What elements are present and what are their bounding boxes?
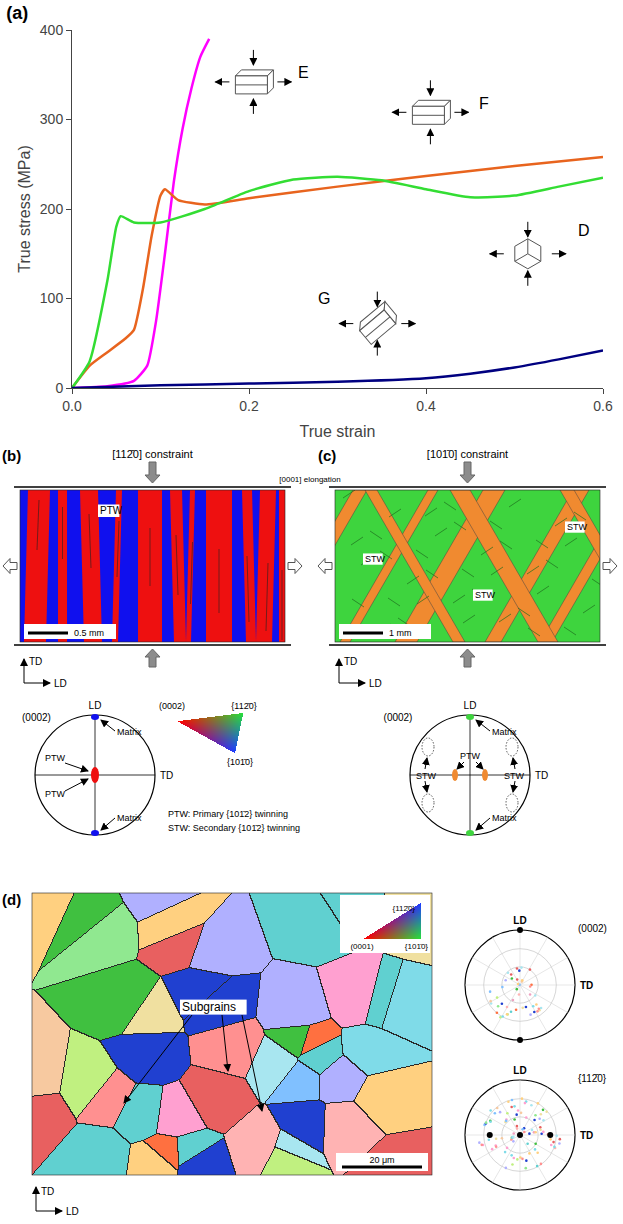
svg-text:{101̄0}: {101̄0}	[405, 942, 428, 951]
svg-text:PTW: PTW	[45, 789, 66, 799]
svg-text:TD: TD	[160, 770, 173, 781]
svg-text:20 μm: 20 μm	[369, 1155, 394, 1165]
svg-text:{112̄0}: {112̄0}	[578, 1073, 607, 1084]
svg-text:(c): (c)	[318, 447, 336, 464]
svg-text:TD: TD	[29, 656, 42, 667]
svg-text:STW: STW	[567, 522, 588, 532]
svg-text:100: 100	[40, 290, 64, 306]
svg-text:LD: LD	[513, 1065, 526, 1076]
svg-text:LD: LD	[54, 678, 67, 689]
svg-text:LD: LD	[369, 678, 382, 689]
svg-text:STW: STW	[416, 771, 437, 781]
svg-text:PTW: Primary {101̄2} twinning: PTW: Primary {101̄2} twinning	[168, 809, 288, 819]
svg-text:STW: STW	[504, 771, 525, 781]
svg-text:0.0: 0.0	[62, 398, 82, 414]
svg-text:LD: LD	[464, 700, 477, 711]
svg-text:STW: STW	[365, 554, 386, 564]
svg-text:{112̄0}: {112̄0}	[392, 904, 415, 913]
svg-text:True stress (MPa): True stress (MPa)	[16, 145, 33, 272]
svg-text:E: E	[298, 64, 309, 81]
svg-text:TD: TD	[344, 656, 357, 667]
svg-text:PTW: PTW	[45, 753, 66, 763]
svg-text:{112̄0}: {112̄0}	[231, 701, 256, 711]
svg-text:{101̄0}: {101̄0}	[227, 757, 253, 767]
svg-text:TD: TD	[41, 1186, 54, 1197]
svg-text:PTW: PTW	[100, 505, 123, 516]
svg-text:Matrix: Matrix	[492, 813, 517, 823]
svg-text:F: F	[479, 95, 489, 112]
svg-text:(0002): (0002)	[384, 712, 413, 723]
svg-text:400: 400	[40, 22, 64, 38]
svg-text:0.4: 0.4	[416, 398, 436, 414]
svg-text:0.5 mm: 0.5 mm	[74, 628, 104, 638]
svg-text:G: G	[318, 290, 330, 307]
svg-text:(a): (a)	[6, 3, 28, 23]
svg-text:True strain: True strain	[300, 423, 376, 440]
svg-text:[112̄0] constraint: [112̄0] constraint	[112, 448, 193, 460]
svg-text:(0002): (0002)	[159, 701, 185, 711]
svg-text:Matrix: Matrix	[117, 727, 142, 737]
svg-text:0.6: 0.6	[593, 398, 613, 414]
svg-text:PTW: PTW	[460, 751, 481, 761]
svg-text:200: 200	[40, 201, 64, 217]
svg-text:(0002): (0002)	[578, 923, 607, 934]
svg-text:Matrix: Matrix	[117, 813, 142, 823]
svg-text:LD: LD	[66, 1206, 79, 1217]
svg-text:TD: TD	[580, 1130, 593, 1141]
svg-text:0.2: 0.2	[239, 398, 259, 414]
svg-text:(d): (d)	[2, 891, 21, 908]
svg-text:STW: Secondary {101̄2} twinnin: STW: Secondary {101̄2} twinning	[168, 823, 300, 833]
svg-text:[101̄0] constraint: [101̄0] constraint	[427, 448, 508, 460]
svg-text:[0001] elongation: [0001] elongation	[279, 475, 340, 484]
svg-text:0: 0	[55, 380, 63, 396]
svg-text:(0001): (0001)	[350, 942, 373, 951]
svg-text:STW: STW	[475, 590, 496, 600]
svg-text:1 mm: 1 mm	[389, 628, 412, 638]
svg-text:D: D	[578, 222, 590, 239]
svg-text:Matrix: Matrix	[492, 727, 517, 737]
svg-text:TD: TD	[580, 980, 593, 991]
svg-text:LD: LD	[89, 700, 102, 711]
svg-text:300: 300	[40, 111, 64, 127]
svg-text:LD: LD	[513, 915, 526, 926]
svg-text:(b): (b)	[2, 447, 21, 464]
svg-text:TD: TD	[535, 770, 548, 781]
svg-text:Subgrains: Subgrains	[182, 1000, 236, 1014]
svg-text:(0002): (0002)	[22, 712, 51, 723]
